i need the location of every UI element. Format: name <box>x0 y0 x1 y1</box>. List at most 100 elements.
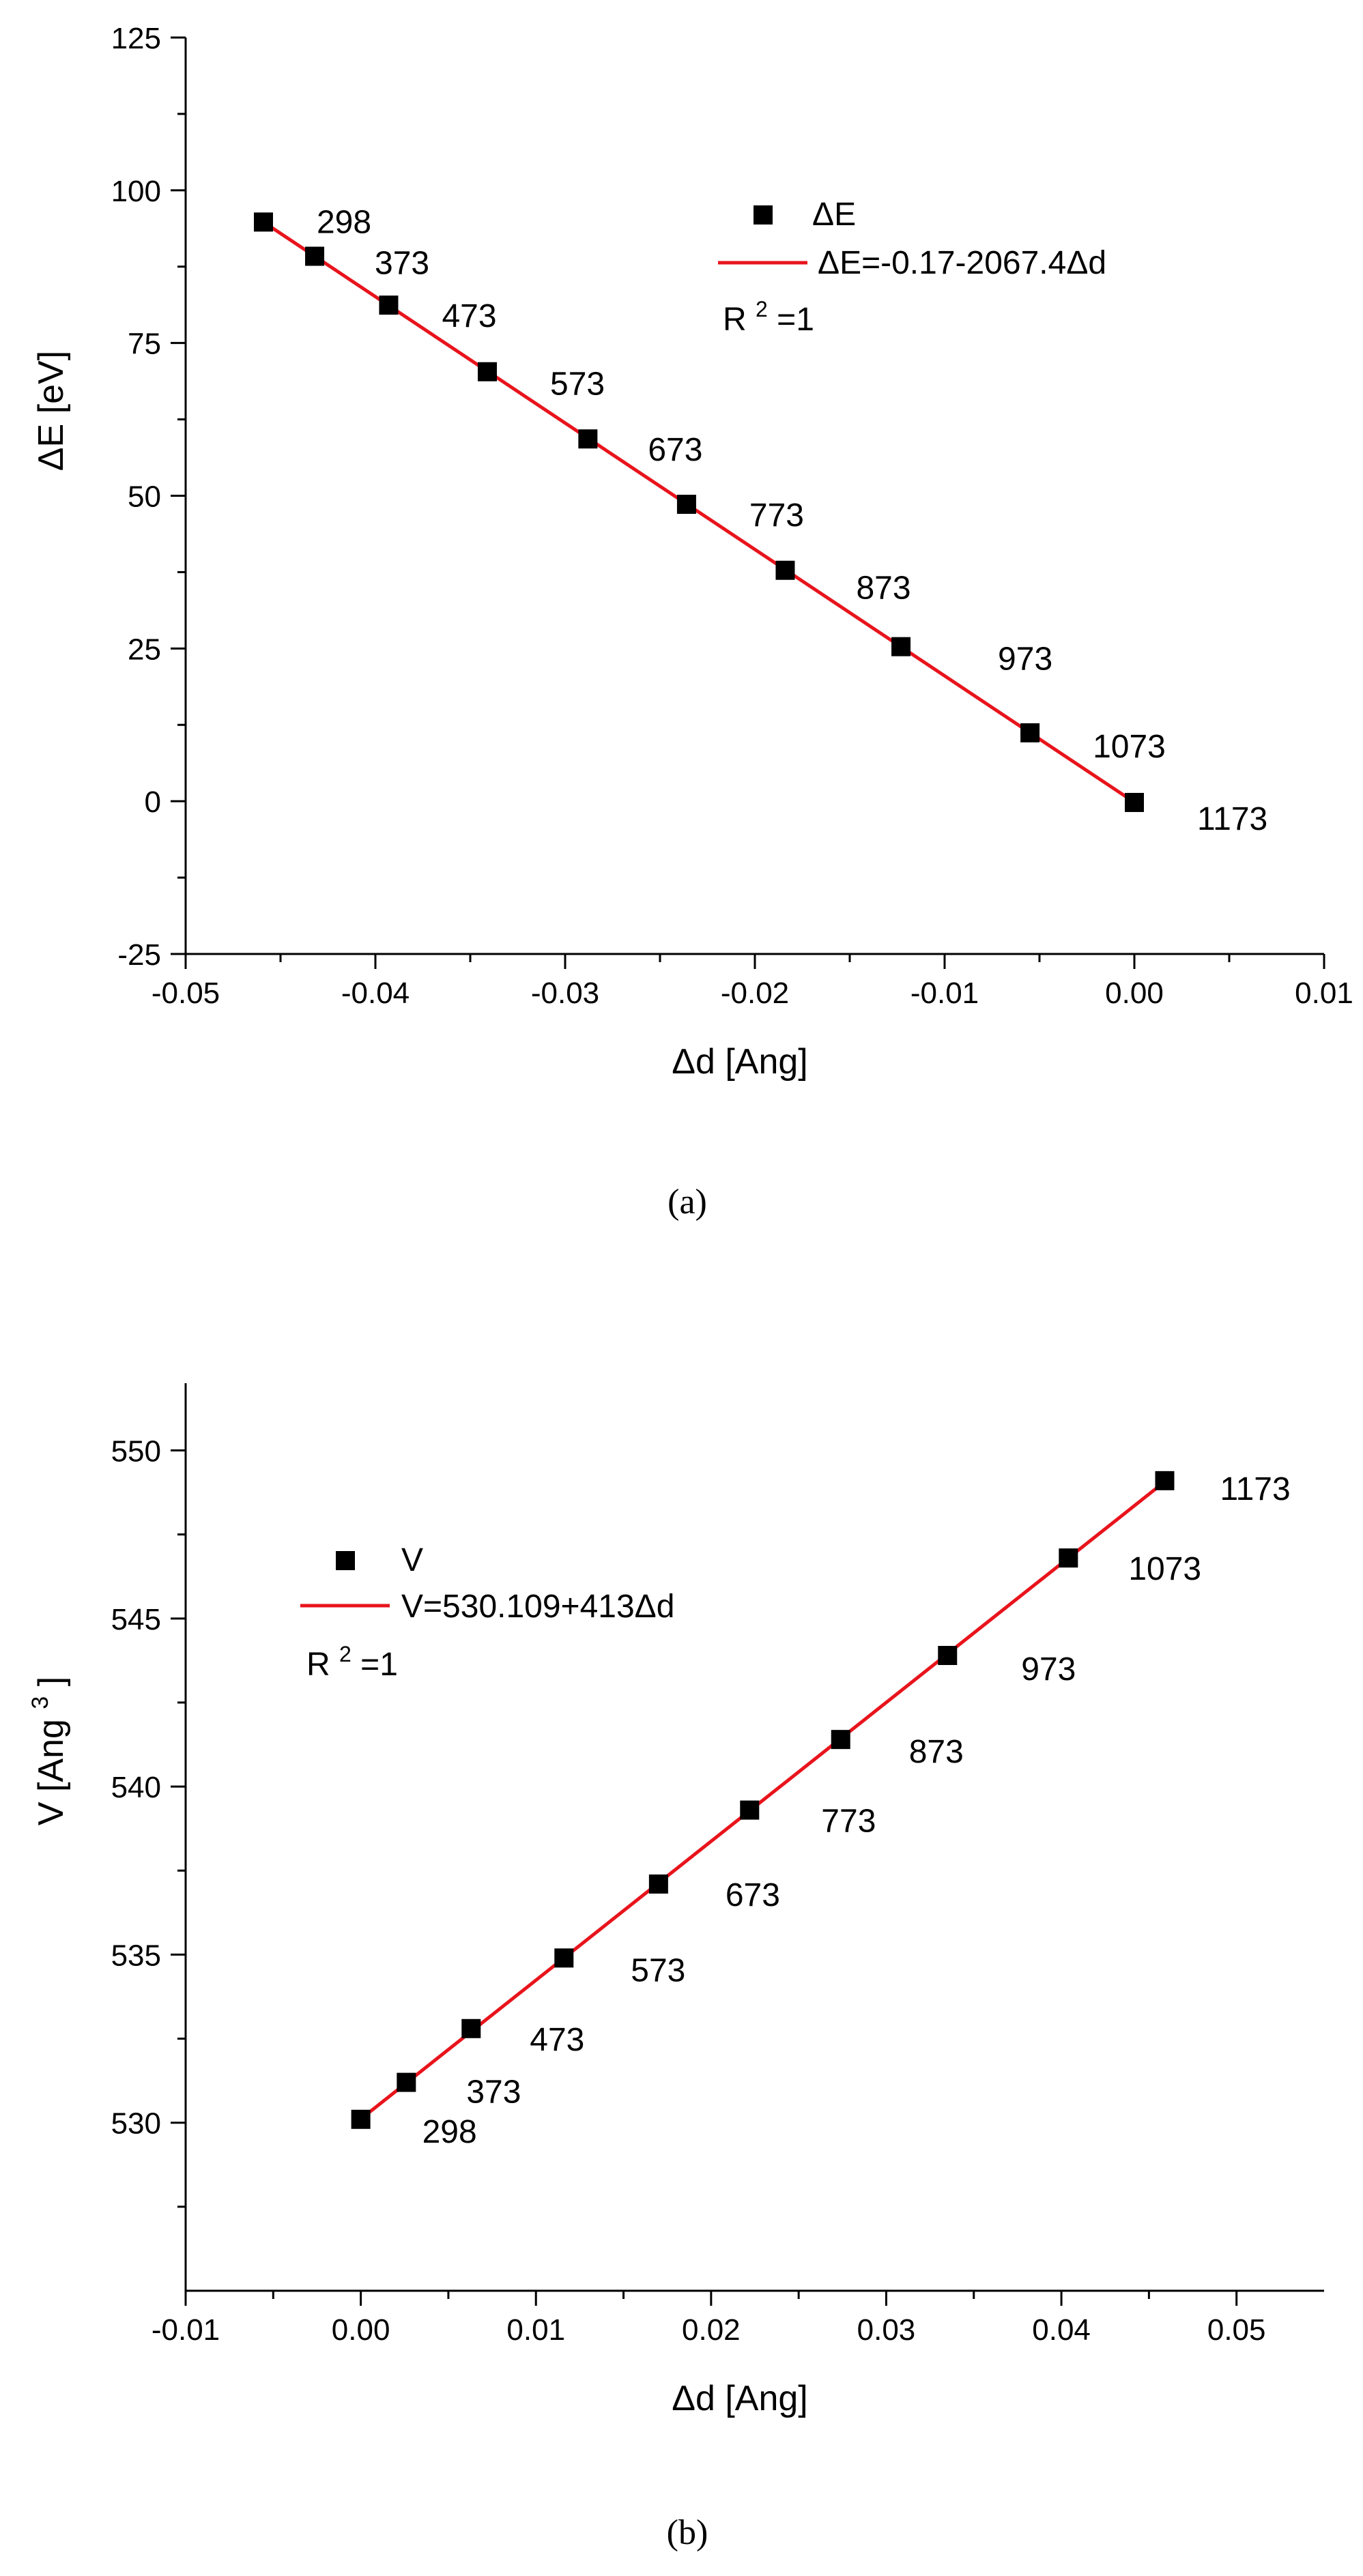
data-point <box>775 560 795 580</box>
legend-marker-a <box>754 205 773 225</box>
x-tick-label: -0.01 <box>910 976 979 1010</box>
data-point <box>397 2072 416 2092</box>
y-axis-label-b-base: V [Ang <box>31 1719 71 1825</box>
data-point <box>305 246 325 266</box>
x-tick-label: 0.01 <box>1295 976 1353 1010</box>
point-label: 773 <box>821 1804 876 1840</box>
y-tick-label: 550 <box>111 1435 161 1468</box>
x-tick-label: 0.02 <box>682 2313 741 2347</box>
r-squared-rest-b: =1 <box>360 1647 398 1683</box>
data-point <box>740 1800 760 1820</box>
x-tick-label: 0.01 <box>506 2313 565 2347</box>
point-label: 298 <box>422 2114 477 2150</box>
data-point <box>938 1646 958 1665</box>
x-tick-label: -0.02 <box>721 976 789 1010</box>
legend-entry-scatter-a: ΔE <box>812 197 856 233</box>
data-point <box>831 1730 850 1750</box>
fit-line-segment <box>360 1480 1166 2121</box>
caption-a: (a) <box>668 1183 707 1221</box>
y-tick-label: 125 <box>111 22 161 55</box>
y-tick-label: 0 <box>145 785 161 819</box>
x-tick-label: -0.01 <box>152 2313 220 2347</box>
y-axis-label-b: V [Ang 3 ] <box>16 1677 71 1825</box>
point-label: 973 <box>998 641 1052 678</box>
r-squared-sup-b: 2 <box>339 1642 351 1666</box>
point-label: 473 <box>442 298 496 334</box>
y-axis-label-b-rest: ] <box>31 1677 71 1686</box>
r-squared-annotation-b: R 2 =1 <box>306 1633 398 1683</box>
x-tick-label: 0.00 <box>1105 976 1164 1010</box>
data-points-b <box>351 1471 1175 2129</box>
y-tick-label: 100 <box>111 175 161 208</box>
data-point <box>1020 723 1040 742</box>
chart-panel-a: -0.05 -0.04 -0.03 -0.02 -0.01 0.00 0.01 -25 0 25 5… <box>31 22 1353 1221</box>
point-label: 873 <box>909 1734 964 1770</box>
point-label: 1173 <box>1197 801 1267 837</box>
x-axis-label-a: Δd [Ang] <box>672 1042 808 1082</box>
x-tick-label: -0.05 <box>152 976 220 1010</box>
point-label: 673 <box>648 432 702 468</box>
point-label: 873 <box>856 570 910 607</box>
data-point <box>554 1948 574 1968</box>
y-tick-label: 545 <box>111 1603 161 1636</box>
data-point <box>1125 792 1144 812</box>
y-tick-label: 540 <box>111 1771 161 1804</box>
r-squared-annotation-a: R 2 =1 <box>723 288 814 338</box>
point-label: 373 <box>466 2074 521 2111</box>
chart-panel-b: -0.01 0.00 0.01 0.02 0.03 0.04 0.05 530 535 540 54… <box>16 1383 1324 2552</box>
x-tick-label: 0.05 <box>1207 2313 1266 2347</box>
x-tick-label: -0.04 <box>341 976 410 1010</box>
y-axis-label-a: ΔE [eV] <box>31 351 71 471</box>
point-label: 573 <box>550 366 605 403</box>
data-points-a <box>253 212 1144 812</box>
point-label: 673 <box>726 1877 780 1913</box>
x-tick-label: 0.00 <box>332 2313 390 2347</box>
r-squared-sup-a: 2 <box>756 297 768 321</box>
fit-line-segment <box>262 220 1136 804</box>
r-squared-rest-a: =1 <box>777 302 814 338</box>
point-label: 573 <box>631 1952 685 1988</box>
legend-entry-fit-b: V=530.109+413Δd <box>401 1589 674 1625</box>
y-tick-label: 75 <box>128 328 161 361</box>
data-point <box>253 212 273 232</box>
legend-b: V V=530.109+413Δd R 2 =1 <box>300 1542 674 1683</box>
point-label: 973 <box>1021 1651 1076 1688</box>
data-point <box>891 637 911 656</box>
legend-a: ΔE ΔE=-0.17-2067.4Δd R 2 =1 <box>718 197 1106 338</box>
data-point <box>1155 1471 1175 1490</box>
y-tick-label: 530 <box>111 2107 161 2141</box>
data-point <box>351 2109 371 2129</box>
x-tick-label: -0.03 <box>531 976 599 1010</box>
point-label: 473 <box>530 2022 584 2058</box>
x-tick-label: 0.03 <box>857 2313 916 2347</box>
fit-line-a <box>262 220 1136 804</box>
fit-line-b <box>360 1480 1166 2121</box>
caption-b: (b) <box>667 2513 708 2552</box>
point-label: 1073 <box>1128 1551 1201 1587</box>
legend-entry-scatter-b: V <box>401 1542 423 1578</box>
axis-ticks-a: -0.05 -0.04 -0.03 -0.02 -0.01 0.00 0.01 -25 0 25 5… <box>111 22 1353 1010</box>
axis-ticks-b: -0.01 0.00 0.01 0.02 0.03 0.04 0.05 530 535 540 54… <box>111 1383 1324 2347</box>
x-axis-label-b: Δd [Ang] <box>672 2379 808 2418</box>
y-tick-label: 50 <box>128 480 161 514</box>
data-point <box>461 2018 481 2038</box>
point-label: 373 <box>375 246 429 282</box>
data-point <box>578 429 598 449</box>
x-tick-label: 0.04 <box>1032 2313 1091 2347</box>
data-point <box>648 1874 668 1894</box>
data-point <box>676 495 696 515</box>
y-tick-label: 535 <box>111 1939 161 1972</box>
data-point <box>478 362 498 381</box>
point-label: 298 <box>317 204 371 240</box>
data-point <box>1059 1548 1078 1568</box>
legend-marker-b <box>336 1551 355 1570</box>
data-point <box>379 295 399 315</box>
r-squared-base-a: R <box>723 302 747 338</box>
r-squared-base-b: R <box>306 1647 330 1683</box>
point-label: 773 <box>749 497 804 534</box>
point-label: 1173 <box>1220 1471 1290 1507</box>
y-axis-label-b-sup: 3 <box>27 1696 53 1709</box>
